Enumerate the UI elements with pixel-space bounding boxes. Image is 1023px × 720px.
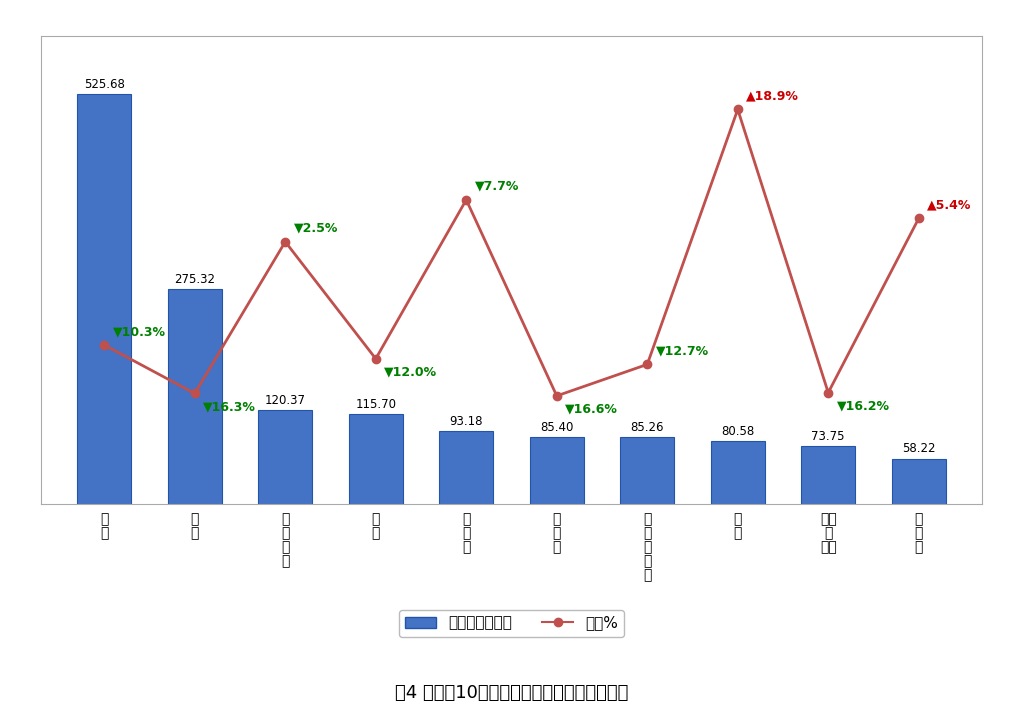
Text: 80.58: 80.58 — [721, 425, 754, 438]
Bar — [530, 437, 584, 504]
Text: 93.18: 93.18 — [449, 415, 483, 428]
Bar — [168, 289, 222, 504]
Text: 525.68: 525.68 — [84, 78, 125, 91]
Text: 73.75: 73.75 — [811, 431, 845, 444]
Text: 275.32: 275.32 — [174, 273, 215, 286]
Bar — [801, 446, 855, 504]
Text: ▼10.3%: ▼10.3% — [113, 325, 166, 338]
Bar — [77, 94, 131, 504]
Text: 85.40: 85.40 — [540, 421, 574, 434]
Text: ▼16.2%: ▼16.2% — [837, 400, 890, 413]
Text: ▼12.7%: ▼12.7% — [656, 344, 709, 357]
Legend: 进口（亿美元）, 同比%: 进口（亿美元）, 同比% — [399, 610, 624, 636]
Text: ▼16.3%: ▼16.3% — [204, 400, 256, 413]
Bar — [620, 438, 674, 504]
Text: ▼7.7%: ▼7.7% — [475, 180, 519, 193]
Bar — [711, 441, 765, 504]
Bar — [349, 414, 403, 504]
Text: 85.26: 85.26 — [630, 421, 664, 434]
Text: ▼16.6%: ▼16.6% — [565, 402, 618, 416]
Text: ▼2.5%: ▼2.5% — [294, 222, 338, 235]
Bar — [439, 431, 493, 504]
Text: 58.22: 58.22 — [902, 443, 935, 456]
Text: ▲5.4%: ▲5.4% — [927, 199, 972, 212]
Text: 120.37: 120.37 — [265, 394, 306, 407]
Bar — [258, 410, 312, 504]
Text: 图4 我国前10位农产品进口市场进口额及同比: 图4 我国前10位农产品进口市场进口额及同比 — [395, 684, 628, 702]
Text: ▲18.9%: ▲18.9% — [746, 89, 799, 102]
Text: 115.70: 115.70 — [355, 397, 396, 410]
Bar — [892, 459, 946, 504]
Text: ▼12.0%: ▼12.0% — [384, 366, 437, 379]
